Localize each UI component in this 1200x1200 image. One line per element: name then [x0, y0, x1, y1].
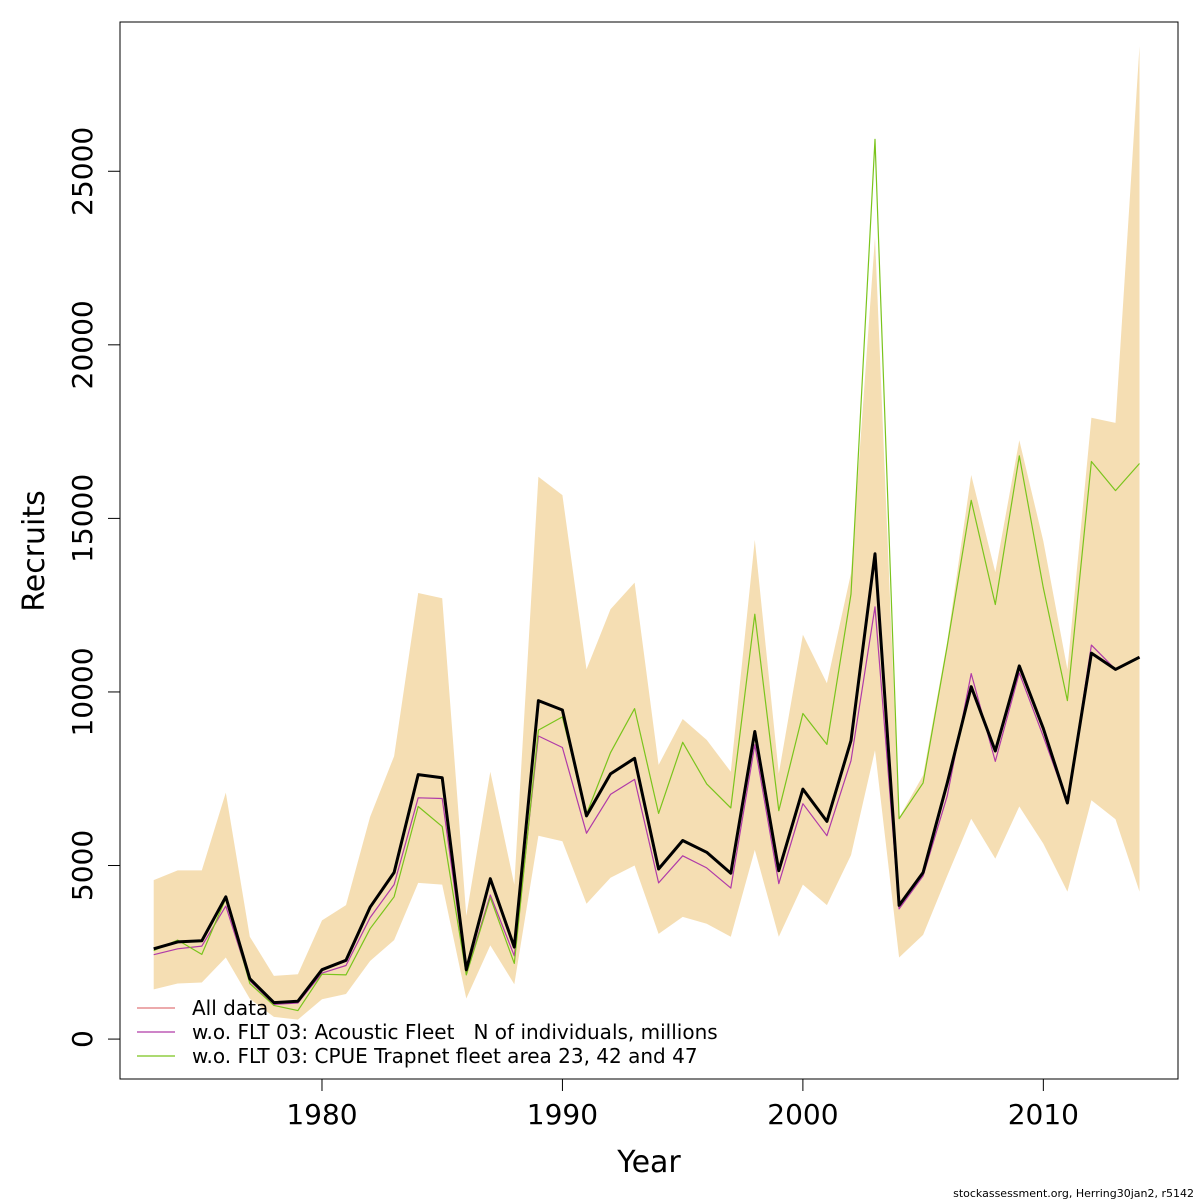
- y-tick-label-25000: 25000: [66, 127, 99, 216]
- main-estimate-line: [153, 552, 1141, 1005]
- series-line-3: [153, 138, 1140, 1012]
- y-tick-label-15000: 15000: [66, 474, 99, 563]
- y-tick-label-0: 0: [66, 1030, 99, 1048]
- series-line-2: [153, 606, 1140, 1006]
- legend-label-2: w.o. FLT 03: Acoustic Fleet N of individ…: [192, 1020, 718, 1044]
- y-axis-title: Recruits: [17, 490, 52, 612]
- y-tick-label-20000: 20000: [66, 300, 99, 389]
- x-tick-label-2010: 2010: [1008, 1098, 1079, 1131]
- y-axis: 0 5000 10000 15000 20000 25000: [66, 127, 121, 1048]
- footer-text: stockassessment.org, Herring30jan2, r514…: [953, 1187, 1194, 1200]
- legend-label-3: w.o. FLT 03: CPUE Trapnet fleet area 23,…: [192, 1044, 698, 1068]
- confidence-band: [153, 46, 1140, 1020]
- x-tick-label-1980: 1980: [286, 1098, 357, 1131]
- x-tick-label-1990: 1990: [527, 1098, 598, 1131]
- y-tick-label-10000: 10000: [66, 647, 99, 736]
- x-axis: 1980 1990 2000 2010: [286, 1078, 1079, 1131]
- x-tick-label-2000: 2000: [767, 1098, 838, 1131]
- y-tick-label-5000: 5000: [66, 830, 99, 901]
- legend-label-1: All data: [192, 996, 268, 1020]
- x-axis-title: Year: [616, 1145, 681, 1180]
